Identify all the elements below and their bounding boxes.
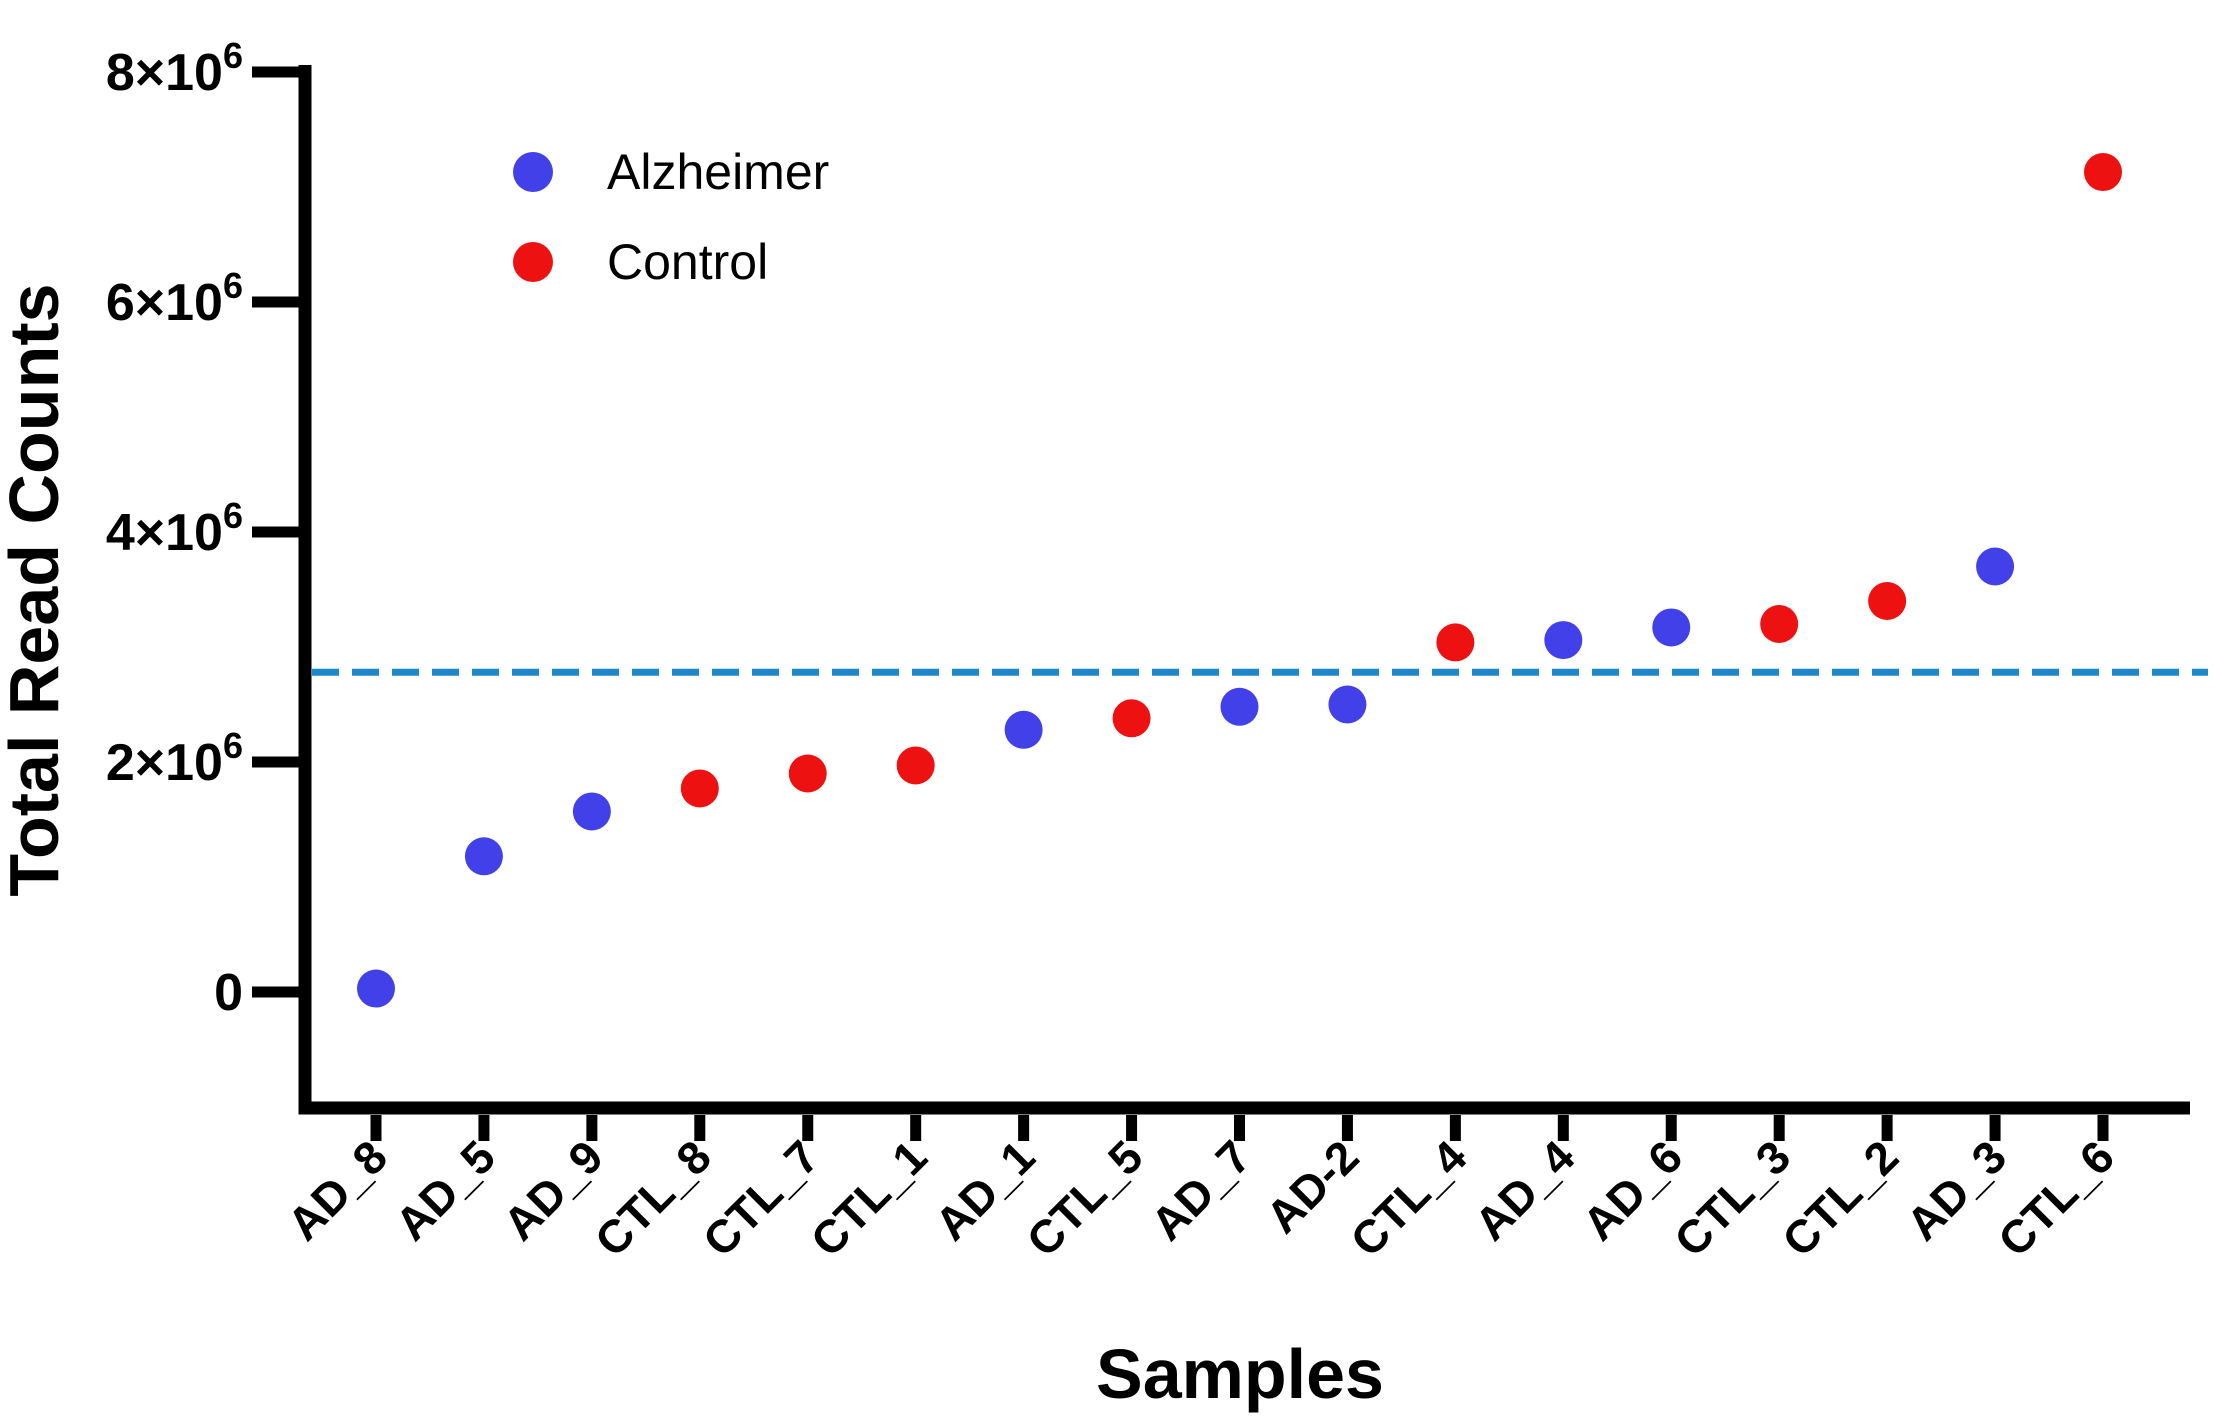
x-tick-label-CTL_8: CTL_8 [585, 1130, 721, 1266]
data-point-CTL_6 [2084, 153, 2122, 192]
data-point-AD-2 [1328, 685, 1367, 724]
data-point-CTL_2 [1868, 582, 1907, 620]
x-tick-label-CTL_6: CTL_6 [1988, 1130, 2124, 1266]
data-point-CTL_1 [896, 746, 935, 785]
data-point-AD_4 [1544, 621, 1583, 660]
data-point-AD_6 [1652, 608, 1691, 647]
data-point-CTL_7 [788, 754, 827, 793]
y-tick-label: 4×106 [106, 495, 243, 562]
legend-marker-alzheimer [513, 152, 553, 192]
axis-spine [298, 65, 2190, 1115]
data-point-AD_9 [572, 792, 611, 831]
data-point-CTL_8 [680, 769, 719, 808]
legend-marker-control [513, 242, 553, 282]
x-tick-label-AD_7: AD_7 [1141, 1130, 1261, 1250]
x-tick-label-AD_4: AD_4 [1464, 1130, 1584, 1250]
x-tick-label-AD_5: AD_5 [385, 1130, 505, 1250]
y-axis-title: Total Read Counts [0, 283, 73, 896]
x-tick-label-CTL_7: CTL_7 [693, 1130, 829, 1266]
x-tick-label-CTL_4: CTL_4 [1340, 1130, 1476, 1266]
data-point-CTL_4 [1436, 623, 1475, 662]
x-tick-label-CTL_5: CTL_5 [1016, 1130, 1152, 1266]
x-tick-label-CTL_3: CTL_3 [1664, 1130, 1800, 1266]
legend: Alzheimer Control [513, 144, 829, 290]
data-point-AD_5 [464, 837, 503, 876]
data-point-AD_7 [1220, 687, 1259, 726]
y-tick-label: 8×106 [106, 35, 243, 102]
x-tick-label-AD_8: AD_8 [277, 1130, 397, 1250]
data-point-AD_1 [1004, 710, 1043, 749]
data-point-AD_8 [357, 969, 395, 1008]
plot-area: 02×1064×1066×1068×106AD_8AD_5AD_9CTL_8CT… [106, 35, 2208, 1266]
y-tick-label: 0 [214, 964, 243, 1022]
legend-label-alzheimer: Alzheimer [607, 144, 829, 200]
y-tick-label: 6×106 [106, 265, 243, 332]
x-axis-title: Samples [1096, 1335, 1384, 1413]
data-point-CTL_3 [1760, 605, 1799, 643]
x-tick-label-CTL_2: CTL_2 [1772, 1130, 1908, 1266]
x-tick-label-CTL_1: CTL_1 [801, 1130, 937, 1266]
data-point-CTL_5 [1112, 699, 1151, 738]
data-point-AD_3 [1976, 547, 2015, 586]
y-tick-label: 2×106 [106, 725, 243, 792]
legend-label-control: Control [607, 234, 768, 290]
